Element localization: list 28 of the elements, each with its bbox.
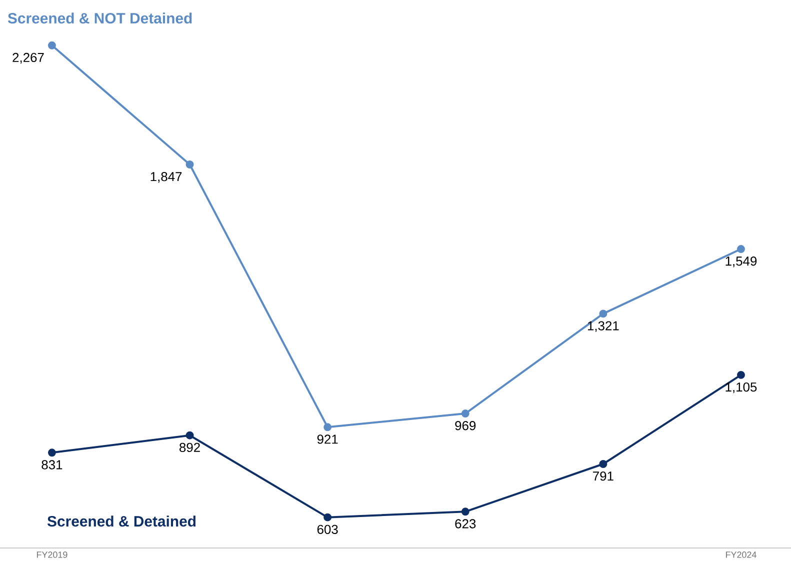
point	[736, 370, 745, 379]
point	[736, 245, 745, 254]
data-label: 623	[455, 519, 476, 528]
point	[186, 431, 194, 440]
point	[324, 423, 332, 432]
text: Screened & NOT Detained	[8, 12, 192, 24]
data-label: 1,847	[150, 172, 182, 183]
data-label: 892	[180, 442, 200, 452]
data-label: 791	[593, 472, 614, 481]
x-tick-label: FY2019	[36, 552, 68, 558]
point	[461, 508, 470, 516]
data-label: 2,267	[12, 52, 44, 64]
point	[48, 448, 56, 457]
x-tick-label: FY2024	[726, 552, 756, 558]
point	[599, 460, 608, 468]
data-label: 1,105	[726, 382, 757, 394]
point	[599, 310, 608, 318]
data-label: 831	[42, 460, 62, 470]
point	[324, 513, 332, 522]
data-label: 1,549	[726, 256, 757, 268]
data-label: 921	[317, 434, 338, 444]
data-label: 603	[317, 524, 338, 534]
point	[186, 160, 194, 168]
point	[461, 410, 470, 418]
text: Screened & Detained	[47, 516, 196, 527]
data-label: 1,321	[588, 321, 619, 332]
data-label: 969	[455, 421, 476, 430]
point	[48, 41, 56, 50]
